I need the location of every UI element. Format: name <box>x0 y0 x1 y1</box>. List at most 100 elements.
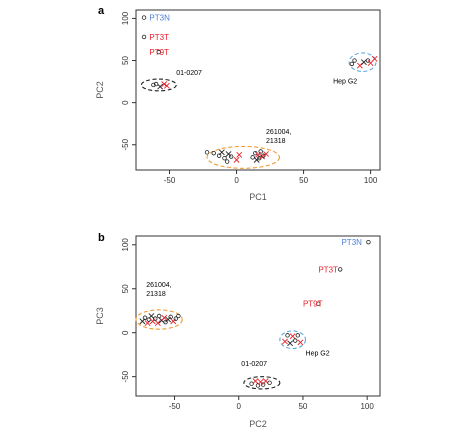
data-point-circle <box>349 61 355 67</box>
data-point-cross <box>282 338 288 345</box>
data-point-cross <box>257 379 264 385</box>
x-tick-label: -50 <box>164 176 176 185</box>
x-tick-label: 50 <box>299 176 308 185</box>
data-point-circle <box>366 239 371 245</box>
x-axis-label-a: PC1 <box>249 192 267 202</box>
y-tick-label: -50 <box>121 138 130 150</box>
sample-labels-b: PT3N PT3T PT9T <box>303 238 362 309</box>
plot-frame-b <box>135 235 381 397</box>
data-point-cross <box>161 81 168 88</box>
data-point-circle <box>176 313 181 319</box>
data-point-circle <box>156 313 162 319</box>
data-point-circle <box>222 156 227 161</box>
data-point-circle <box>293 338 298 343</box>
data-point-cross <box>170 318 177 325</box>
x-tick-label: 50 <box>298 402 307 411</box>
data-point-circle <box>258 149 263 154</box>
data-point-cross <box>360 59 367 66</box>
data-point-cross <box>225 151 232 157</box>
cluster-ellipse <box>135 309 183 330</box>
data-point-cross <box>218 149 225 156</box>
ticks-a: -50 0 50 100 -50 0 50 100 <box>121 11 378 185</box>
data-point-cross <box>148 313 155 319</box>
data-point-circle <box>163 319 168 325</box>
data-point-cross <box>163 82 170 89</box>
data-point-circle <box>352 58 357 63</box>
data-point-circle <box>228 154 234 159</box>
y-tick-label: -50 <box>121 370 130 382</box>
sample-label: PT3T <box>149 33 169 42</box>
data-point-circle <box>260 382 266 387</box>
y-tick-label: 100 <box>121 11 130 25</box>
sample-label: PT3T <box>318 265 338 274</box>
y-axis-label-b: PC3 <box>95 307 105 325</box>
data-point-circle <box>141 15 147 20</box>
data-point-circle <box>295 333 301 338</box>
points-a <box>141 15 378 164</box>
data-point-cross <box>297 339 304 346</box>
sample-label: PT9T <box>303 300 323 309</box>
cluster-ellipse <box>348 52 377 73</box>
points-b <box>139 239 371 388</box>
cluster-annotation: 01-0207 <box>176 70 202 77</box>
data-point-circle <box>151 82 156 88</box>
data-point-circle <box>156 49 161 55</box>
data-point-circle <box>253 150 258 156</box>
cluster-ellipse <box>140 78 177 92</box>
sample-labels-a: PT3N PT3T PT9T <box>149 14 170 58</box>
data-point-circle <box>204 150 210 155</box>
x-tick-label: 0 <box>234 176 239 185</box>
data-point-cross <box>263 151 269 157</box>
data-point-cross <box>165 316 172 323</box>
data-point-cross <box>356 62 363 69</box>
annotations-b: 261004, 21318 01-0207 Hep G2 <box>146 282 329 368</box>
annotations-a: 01-0207 261004, 21318 Hep G2 <box>176 70 357 145</box>
y-axis-label-a: PC2 <box>95 81 105 99</box>
data-point-cross <box>154 320 161 326</box>
cluster-annotation: 261004, 21318 <box>266 129 291 145</box>
data-point-circle <box>142 315 148 320</box>
data-point-circle <box>257 156 262 161</box>
panel-label-a: a <box>98 5 105 17</box>
data-point-cross <box>253 156 260 163</box>
data-point-cross <box>157 83 164 90</box>
data-point-circle <box>255 383 261 388</box>
y-tick-label: 50 <box>121 284 130 293</box>
data-point-circle <box>211 150 216 156</box>
y-tick-label: 0 <box>121 100 130 105</box>
x-tick-label: -50 <box>169 402 181 411</box>
data-point-cross <box>287 340 294 347</box>
x-axis-label-b: PC2 <box>249 419 267 429</box>
data-point-circle <box>249 381 254 386</box>
cluster-ellipse <box>243 376 281 390</box>
data-point-circle <box>216 153 222 158</box>
data-point-cross <box>161 314 168 321</box>
sample-label: PT3N <box>341 238 362 247</box>
y-tick-label: 0 <box>121 330 130 335</box>
data-point-circle <box>337 267 343 272</box>
x-tick-label: 0 <box>237 402 242 411</box>
data-point-circle <box>250 155 255 160</box>
data-point-cross <box>252 378 259 384</box>
cluster-ellipse <box>206 145 281 169</box>
data-point-circle <box>285 333 290 338</box>
sample-label: PT9T <box>149 48 169 57</box>
panel-b: b PC2 PC3 -50 0 50 100 -50 0 50 100 PT3N PT3T PT9… <box>95 232 381 429</box>
data-point-circle <box>224 159 230 164</box>
cluster-annotation: Hep G2 <box>306 351 330 358</box>
x-tick-label: 100 <box>364 176 378 185</box>
y-tick-label: 50 <box>121 56 130 65</box>
data-point-circle <box>316 301 321 306</box>
cluster-annotation: 261004, 21318 <box>146 282 171 298</box>
data-point-cross <box>371 55 378 62</box>
data-point-cross <box>236 151 243 158</box>
plot-frame-a <box>135 9 381 171</box>
panel-label-b: b <box>98 232 105 244</box>
data-point-circle <box>168 314 173 320</box>
data-point-circle <box>267 380 272 386</box>
ticks-b: -50 0 50 100 -50 0 50 100 <box>121 238 374 411</box>
cluster-annotation: Hep G2 <box>333 78 357 85</box>
data-point-circle <box>141 34 147 40</box>
data-point-circle <box>173 316 179 321</box>
